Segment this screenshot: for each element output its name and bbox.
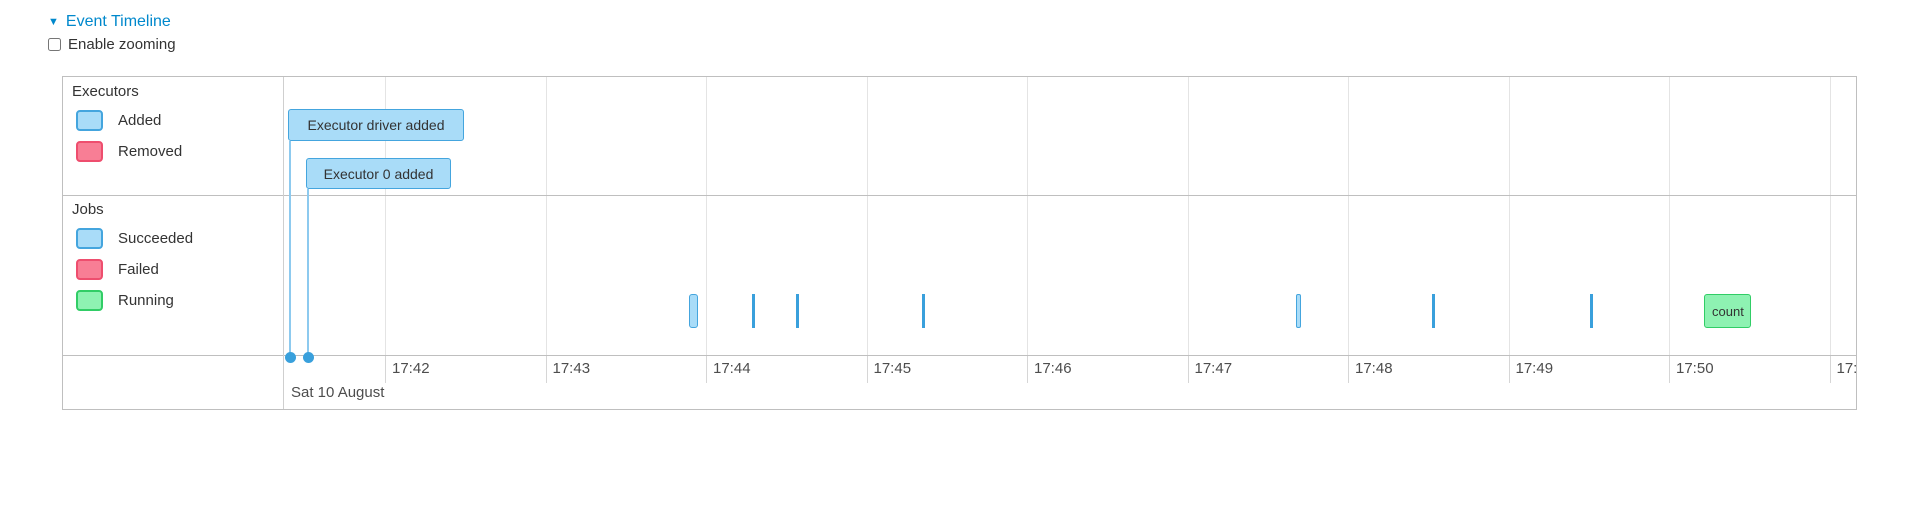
event-timeline-title: Event Timeline <box>65 13 171 30</box>
gridline <box>1348 77 1349 355</box>
executor-event-stem <box>289 141 291 355</box>
job-tick[interactable] <box>921 294 925 328</box>
axis-minute-label: 17:46 <box>1034 360 1072 377</box>
legend-item-added: Added <box>76 110 283 131</box>
removed-legend-swatch <box>76 141 103 162</box>
running-legend-swatch <box>76 290 103 311</box>
collapse-caret-icon: ▼ <box>48 16 59 28</box>
job-tick[interactable] <box>1589 294 1593 328</box>
legend-divider <box>283 77 284 409</box>
row-separator <box>63 195 1856 196</box>
job-tick[interactable] <box>1431 294 1435 328</box>
legend-item-running: Running <box>76 290 283 311</box>
axis-tick <box>385 355 386 383</box>
axis-tick <box>545 355 547 383</box>
axis-minute-label: 17:50 <box>1676 360 1714 377</box>
group-jobs: Jobs Succeeded Failed Running <box>63 195 283 355</box>
group-executors-title: Executors <box>72 83 139 100</box>
added-legend-swatch <box>76 110 103 131</box>
gridline <box>545 77 547 355</box>
event-timeline-toggle[interactable]: ▼ Event Timeline <box>48 13 171 31</box>
enable-zooming-checkbox[interactable] <box>48 38 61 51</box>
axis-tick <box>1348 355 1349 383</box>
gridline <box>1187 77 1189 355</box>
axis-date-label: Sat 10 August <box>291 384 385 401</box>
gridline <box>866 77 868 355</box>
job-tick[interactable] <box>688 294 698 328</box>
axis-line <box>63 355 1856 356</box>
gridline <box>1669 77 1670 355</box>
gridline <box>1027 77 1028 355</box>
axis-tick <box>706 355 707 383</box>
axis-tick <box>1669 355 1670 383</box>
axis-minute-label: 17:42 <box>392 360 430 377</box>
running-legend-label: Running <box>118 292 174 309</box>
axis-tick <box>866 355 868 383</box>
axis-minute-label: 17:43 <box>552 360 591 377</box>
group-jobs-title: Jobs <box>72 201 104 218</box>
job-tick[interactable] <box>795 294 799 328</box>
enable-zooming-label: Enable zooming <box>68 36 176 53</box>
gridline <box>1829 77 1831 355</box>
running-job-box[interactable]: count <box>1704 294 1751 328</box>
legend-item-succeeded: Succeeded <box>76 228 283 249</box>
axis-minute-label: 17:47 <box>1194 360 1233 377</box>
group-executors: Executors Added Removed <box>63 77 283 195</box>
axis-tick <box>1508 355 1510 383</box>
failed-legend-swatch <box>76 259 103 280</box>
added-legend-label: Added <box>118 112 162 129</box>
legend-item-failed: Failed <box>76 259 283 280</box>
job-tick[interactable] <box>1295 294 1301 328</box>
executor-event-dot <box>284 351 296 363</box>
job-tick[interactable] <box>751 294 755 328</box>
succeeded-legend-label: Succeeded <box>118 230 194 247</box>
enable-zooming-control[interactable]: Enable zooming <box>48 36 176 53</box>
executor-event-stem <box>307 189 309 355</box>
axis-tick <box>1187 355 1189 383</box>
gridline <box>385 77 386 355</box>
axis-minute-label: 17:5 <box>1836 360 1857 377</box>
axis-tick <box>1027 355 1028 383</box>
executor-event-dot <box>302 351 314 363</box>
gridline <box>706 77 707 355</box>
axis-minute-label: 17:44 <box>713 360 751 377</box>
executor-event-box[interactable]: Executor 0 added <box>306 158 451 189</box>
legend-item-removed: Removed <box>76 141 283 162</box>
axis-minute-label: 17:49 <box>1515 360 1554 377</box>
axis-tick <box>1829 355 1831 383</box>
executor-event-box[interactable]: Executor driver added <box>288 109 464 141</box>
gridline <box>1508 77 1510 355</box>
axis-minute-label: 17:45 <box>873 360 912 377</box>
succeeded-legend-swatch <box>76 228 103 249</box>
failed-legend-label: Failed <box>118 261 159 278</box>
axis-minute-label: 17:48 <box>1355 360 1393 377</box>
timeline-chart: Executors Added Removed Jobs Succeeded F… <box>62 76 1857 410</box>
removed-legend-label: Removed <box>118 143 183 160</box>
